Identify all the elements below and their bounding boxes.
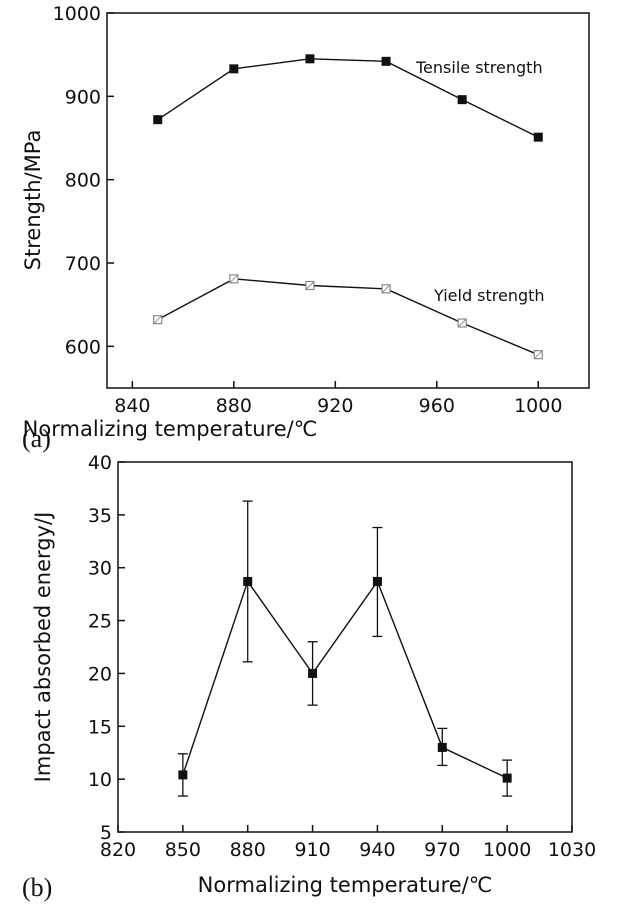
y-tick-label-a: 1000 [53,3,101,25]
data-point [178,770,188,780]
y-tick-label-b: 10 [88,769,112,791]
x-tick-label-b: 1000 [483,839,531,861]
x-tick-label-b: 970 [424,839,460,861]
plot-frame-a [106,12,590,389]
x-tick-label-a: 960 [419,395,455,417]
y-tick-label-b: 35 [88,505,112,527]
data-point-hatch [381,284,391,294]
tensile-strength-annotation: Tensile strength [415,58,543,77]
panel-label-a: (a) [22,424,51,453]
data-point [372,576,382,586]
x-tick-label-a: 840 [114,395,150,417]
y-tick-label-b: 40 [88,452,112,474]
data-point [502,773,512,783]
series-b [177,500,513,797]
y-tick-label-a: 700 [65,253,101,275]
y-axis-label-a: Strength/MPa [21,130,45,271]
y-tick-label-b: 30 [88,558,112,580]
ticks-b: 820 850 880 910 940 970 1000 1030 5 10 15 20 25 30 35 4… [88,452,596,861]
data-point-hatch [153,315,163,324]
data-point [308,668,318,678]
data-point [457,95,467,105]
x-tick-label-a: 880 [216,395,252,417]
x-tick-label-b: 910 [294,839,330,861]
panel-b-impact-chart: 820 850 880 910 940 970 1000 1030 5 10 15 20 25 30 35 4… [22,452,596,902]
data-point-hatch [229,274,239,284]
x-tick-label-b: 940 [359,839,395,861]
data-point [533,132,543,142]
data-point-hatch [533,350,543,359]
y-tick-label-b: 20 [88,663,112,685]
data-point [437,742,447,752]
y-axis-label-b: Impact absorbed energy/J [31,512,55,783]
y-tick-label-a: 900 [65,86,101,108]
data-point-hatch [457,318,467,328]
data-point-hatch [305,281,315,290]
y-tick-label-b: 25 [88,611,112,633]
ticks-a: 840 880 920 960 1000 600 700 800 900 1000 [53,3,563,417]
x-axis-label-b: Normalizing temperature/℃ [198,873,493,897]
series-a [153,54,543,360]
y-tick-label-b: 15 [88,716,112,738]
x-tick-label-b: 820 [100,839,136,861]
x-tick-label-b: 850 [165,839,201,861]
series-line-a-0 [157,58,539,138]
plot-frame-b [117,461,573,833]
y-tick-label-b: 5 [100,822,112,844]
data-point [243,576,253,586]
panel-a-strength-chart: 840 880 920 960 1000 600 700 800 900 1000 Tensile… [21,3,590,453]
data-point [381,56,391,66]
series-line-a-1 [157,278,539,356]
x-axis-label-a: Normalizing temperature/℃ [23,417,318,441]
panel-label-b: (b) [22,873,52,902]
x-tick-label-a: 1000 [514,395,562,417]
x-tick-label-b: 880 [230,839,266,861]
series-line-b-0 [182,579,508,779]
y-tick-label-a: 800 [65,170,101,192]
y-tick-label-a: 600 [65,336,101,358]
data-point [305,54,315,64]
data-point [153,115,163,125]
yield-strength-annotation: Yield strength [433,286,545,305]
x-tick-label-b: 1030 [548,839,596,861]
data-point [229,64,239,74]
x-tick-label-a: 920 [317,395,353,417]
